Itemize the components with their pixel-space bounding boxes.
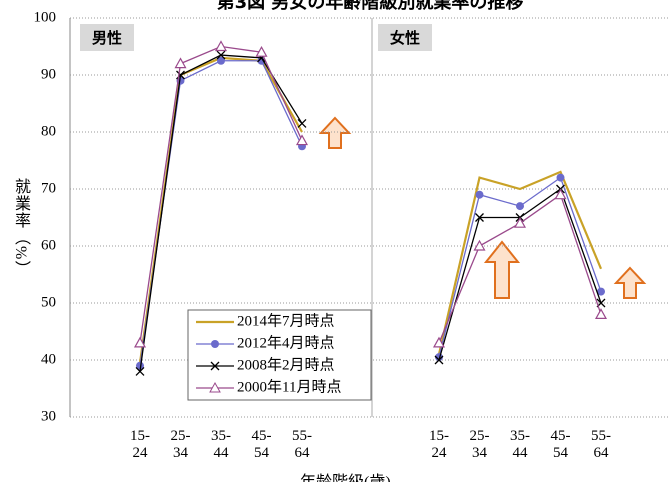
x-tick-label: 55- 64 [591,428,611,461]
marker [432,336,446,348]
y-tick-label: 50 [41,294,56,310]
y-tick-label: 100 [34,9,57,25]
y-tick-label: 80 [41,123,56,139]
marker [255,45,268,57]
marker [217,56,225,65]
up-arrow [318,116,352,149]
chart-title: 第3図 男女の年齢階級別就業率の推移 [216,0,524,13]
marker [473,239,486,251]
legend-label: 2008年2月時点 [237,356,335,373]
y-tick-label: 60 [41,237,56,253]
marker [133,336,147,348]
marker [516,202,524,211]
x-tick-label: 45- 54 [550,428,571,461]
y-tick-label: 90 [41,66,56,82]
marker [594,308,608,319]
marker [135,366,145,376]
marker [174,57,187,69]
x-tick-label: 55- 64 [292,428,312,461]
legend-label: 2012年4月時点 [237,334,335,351]
x-tick-label: 35- 44 [211,428,231,461]
series-line [438,187,602,361]
up-arrow [613,266,647,299]
legend-marker [209,381,221,393]
x-tick-label: 25- 34 [170,428,191,461]
up-arrow [483,240,521,299]
y-axis-label: 就業率（%） [12,178,29,278]
marker [513,216,527,228]
marker [556,173,565,182]
panel-label: 男性 [80,24,135,51]
legend-marker [211,340,219,348]
x-tick-label: 25- 34 [469,428,490,461]
marker [434,355,444,365]
marker [475,190,484,199]
legend-label: 2014年7月時点 [237,312,335,329]
x-tick-label: 15- 24 [130,428,150,461]
marker [297,118,307,128]
legend-label: 2000年11月時点 [237,378,341,395]
marker [216,50,226,60]
y-tick-label: 70 [41,180,56,196]
marker [475,213,484,222]
panel-label: 女性 [378,24,433,51]
x-tick-label: 35- 44 [510,428,530,461]
legend-box [187,309,372,401]
y-tick-label: 40 [41,351,56,367]
marker [257,56,266,65]
legend-marker [210,361,220,371]
marker [597,287,605,296]
marker [295,134,309,146]
x-tick-label: 15- 24 [429,428,449,461]
marker [554,188,567,200]
x-axis-label: 年齢階級(歳) [300,468,391,482]
x-tick-label: 45- 54 [251,428,272,461]
series-line [437,170,603,355]
marker [214,40,228,52]
y-tick-label: 30 [41,408,56,424]
marker [136,361,144,370]
